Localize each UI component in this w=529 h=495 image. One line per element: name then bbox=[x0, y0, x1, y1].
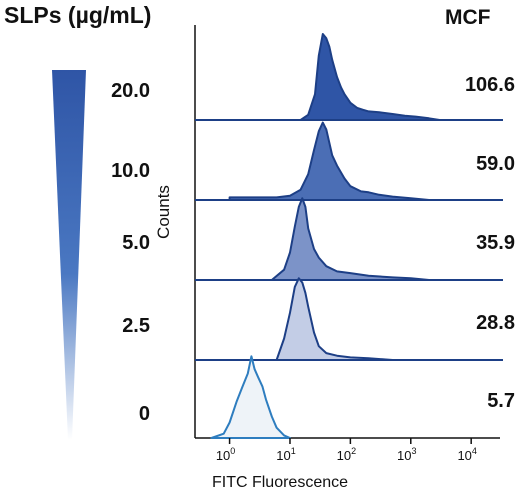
mfi-value: 106.6 bbox=[464, 74, 515, 96]
cell-line-label: MCF bbox=[445, 6, 491, 29]
x-tick-label: 103 bbox=[397, 446, 416, 463]
histogram-series-20.0 bbox=[299, 33, 441, 121]
mfi-value: 28.8 bbox=[476, 312, 515, 334]
concentration-label: 5.0 bbox=[122, 232, 150, 254]
concentration-label: 0 bbox=[138, 403, 150, 425]
histogram-series-5.0 bbox=[270, 197, 430, 281]
x-axis-label: FITC Fluorescence bbox=[211, 474, 349, 491]
mfi-value: 5.7 bbox=[487, 390, 515, 412]
histogram-series-2.5 bbox=[275, 277, 394, 361]
x-tick-label: 104 bbox=[457, 446, 476, 463]
legend-title: SLPs (µg/mL) bbox=[4, 2, 152, 28]
concentration-label: 2.5 bbox=[122, 315, 150, 337]
x-tick-label: 102 bbox=[337, 446, 356, 463]
mfi-value: 59.0 bbox=[476, 153, 515, 175]
concentration-label: 20.0 bbox=[111, 80, 150, 102]
histogram-series-0 bbox=[210, 355, 291, 439]
mfi-value: 35.9 bbox=[476, 232, 515, 254]
concentration-label: 10.0 bbox=[111, 160, 150, 182]
x-tick-label: 101 bbox=[276, 446, 295, 463]
x-tick-label: 100 bbox=[216, 446, 235, 463]
concentration-gradient-wedge bbox=[52, 70, 86, 440]
y-axis-label: Counts bbox=[154, 185, 173, 239]
histogram-series-10.0 bbox=[228, 121, 430, 201]
